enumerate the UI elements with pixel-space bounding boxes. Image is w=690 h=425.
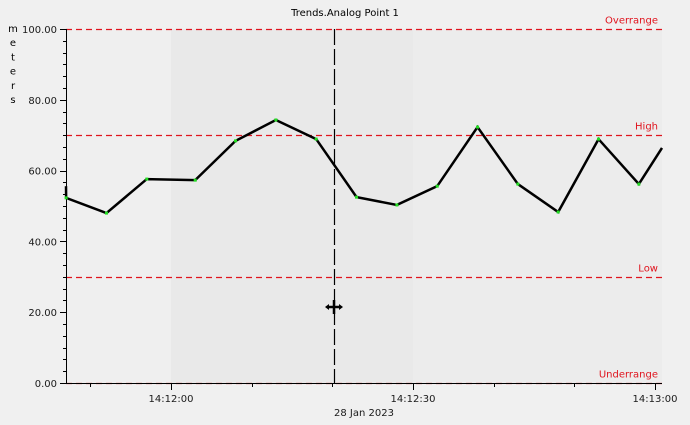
y-axis-ticks: 0.00 20.00 40.00 60.00 80.00 100.00 [22, 25, 66, 390]
data-point-marker [193, 178, 197, 182]
chart-title: Trends.Analog Point 1 [290, 8, 399, 19]
limit-label-overrange: Overrange [605, 16, 658, 27]
y-axis-label-letter: r [11, 81, 16, 92]
limit-label-underrange: Underrange [599, 370, 658, 381]
y-tick-label: 60.00 [28, 167, 57, 178]
data-point-marker [637, 182, 641, 186]
limit-label-high: High [635, 122, 658, 133]
y-axis-label-letter: s [10, 95, 15, 106]
y-axis-label-letter: e [10, 38, 16, 49]
limit-label-low: Low [638, 264, 658, 275]
data-point-marker [145, 177, 149, 181]
data-point-marker [556, 210, 560, 214]
series-line [64, 118, 664, 215]
data-point-marker [355, 195, 359, 199]
axes [66, 29, 662, 384]
x-tick-label: 14:12:30 [391, 394, 436, 405]
y-tick-label: 20.00 [28, 308, 57, 319]
data-point-marker [516, 182, 520, 186]
data-point-marker [476, 125, 480, 129]
data-point-marker [435, 184, 439, 188]
y-tick-label: 100.00 [22, 25, 57, 36]
y-tick-label: 40.00 [28, 237, 57, 248]
x-axis-ticks: 14:12:00 14:12:30 14:13:00 [90, 383, 678, 405]
y-tick-label: 80.00 [28, 96, 57, 107]
move-cursor-icon [325, 300, 343, 314]
data-point-marker [64, 196, 68, 200]
data-point-marker [597, 137, 601, 141]
y-axis-label-letter: m [8, 24, 18, 35]
data-point-marker [104, 211, 108, 215]
limit-lines: Overrange High Low Underrange [66, 16, 662, 385]
date-label: 28 Jan 2023 [334, 408, 394, 419]
data-point-marker [395, 203, 399, 207]
data-point-marker [314, 137, 318, 141]
y-axis-label-letter: e [10, 67, 16, 78]
x-tick-label: 14:13:00 [633, 394, 678, 405]
x-tick-label: 14:12:00 [149, 394, 194, 405]
data-point-marker [234, 139, 238, 143]
data-point-marker [274, 118, 278, 122]
y-axis-label-letter: t [11, 52, 15, 63]
y-tick-label: 0.00 [35, 379, 57, 390]
plot-background [66, 29, 662, 383]
time-cursor[interactable] [325, 29, 343, 383]
